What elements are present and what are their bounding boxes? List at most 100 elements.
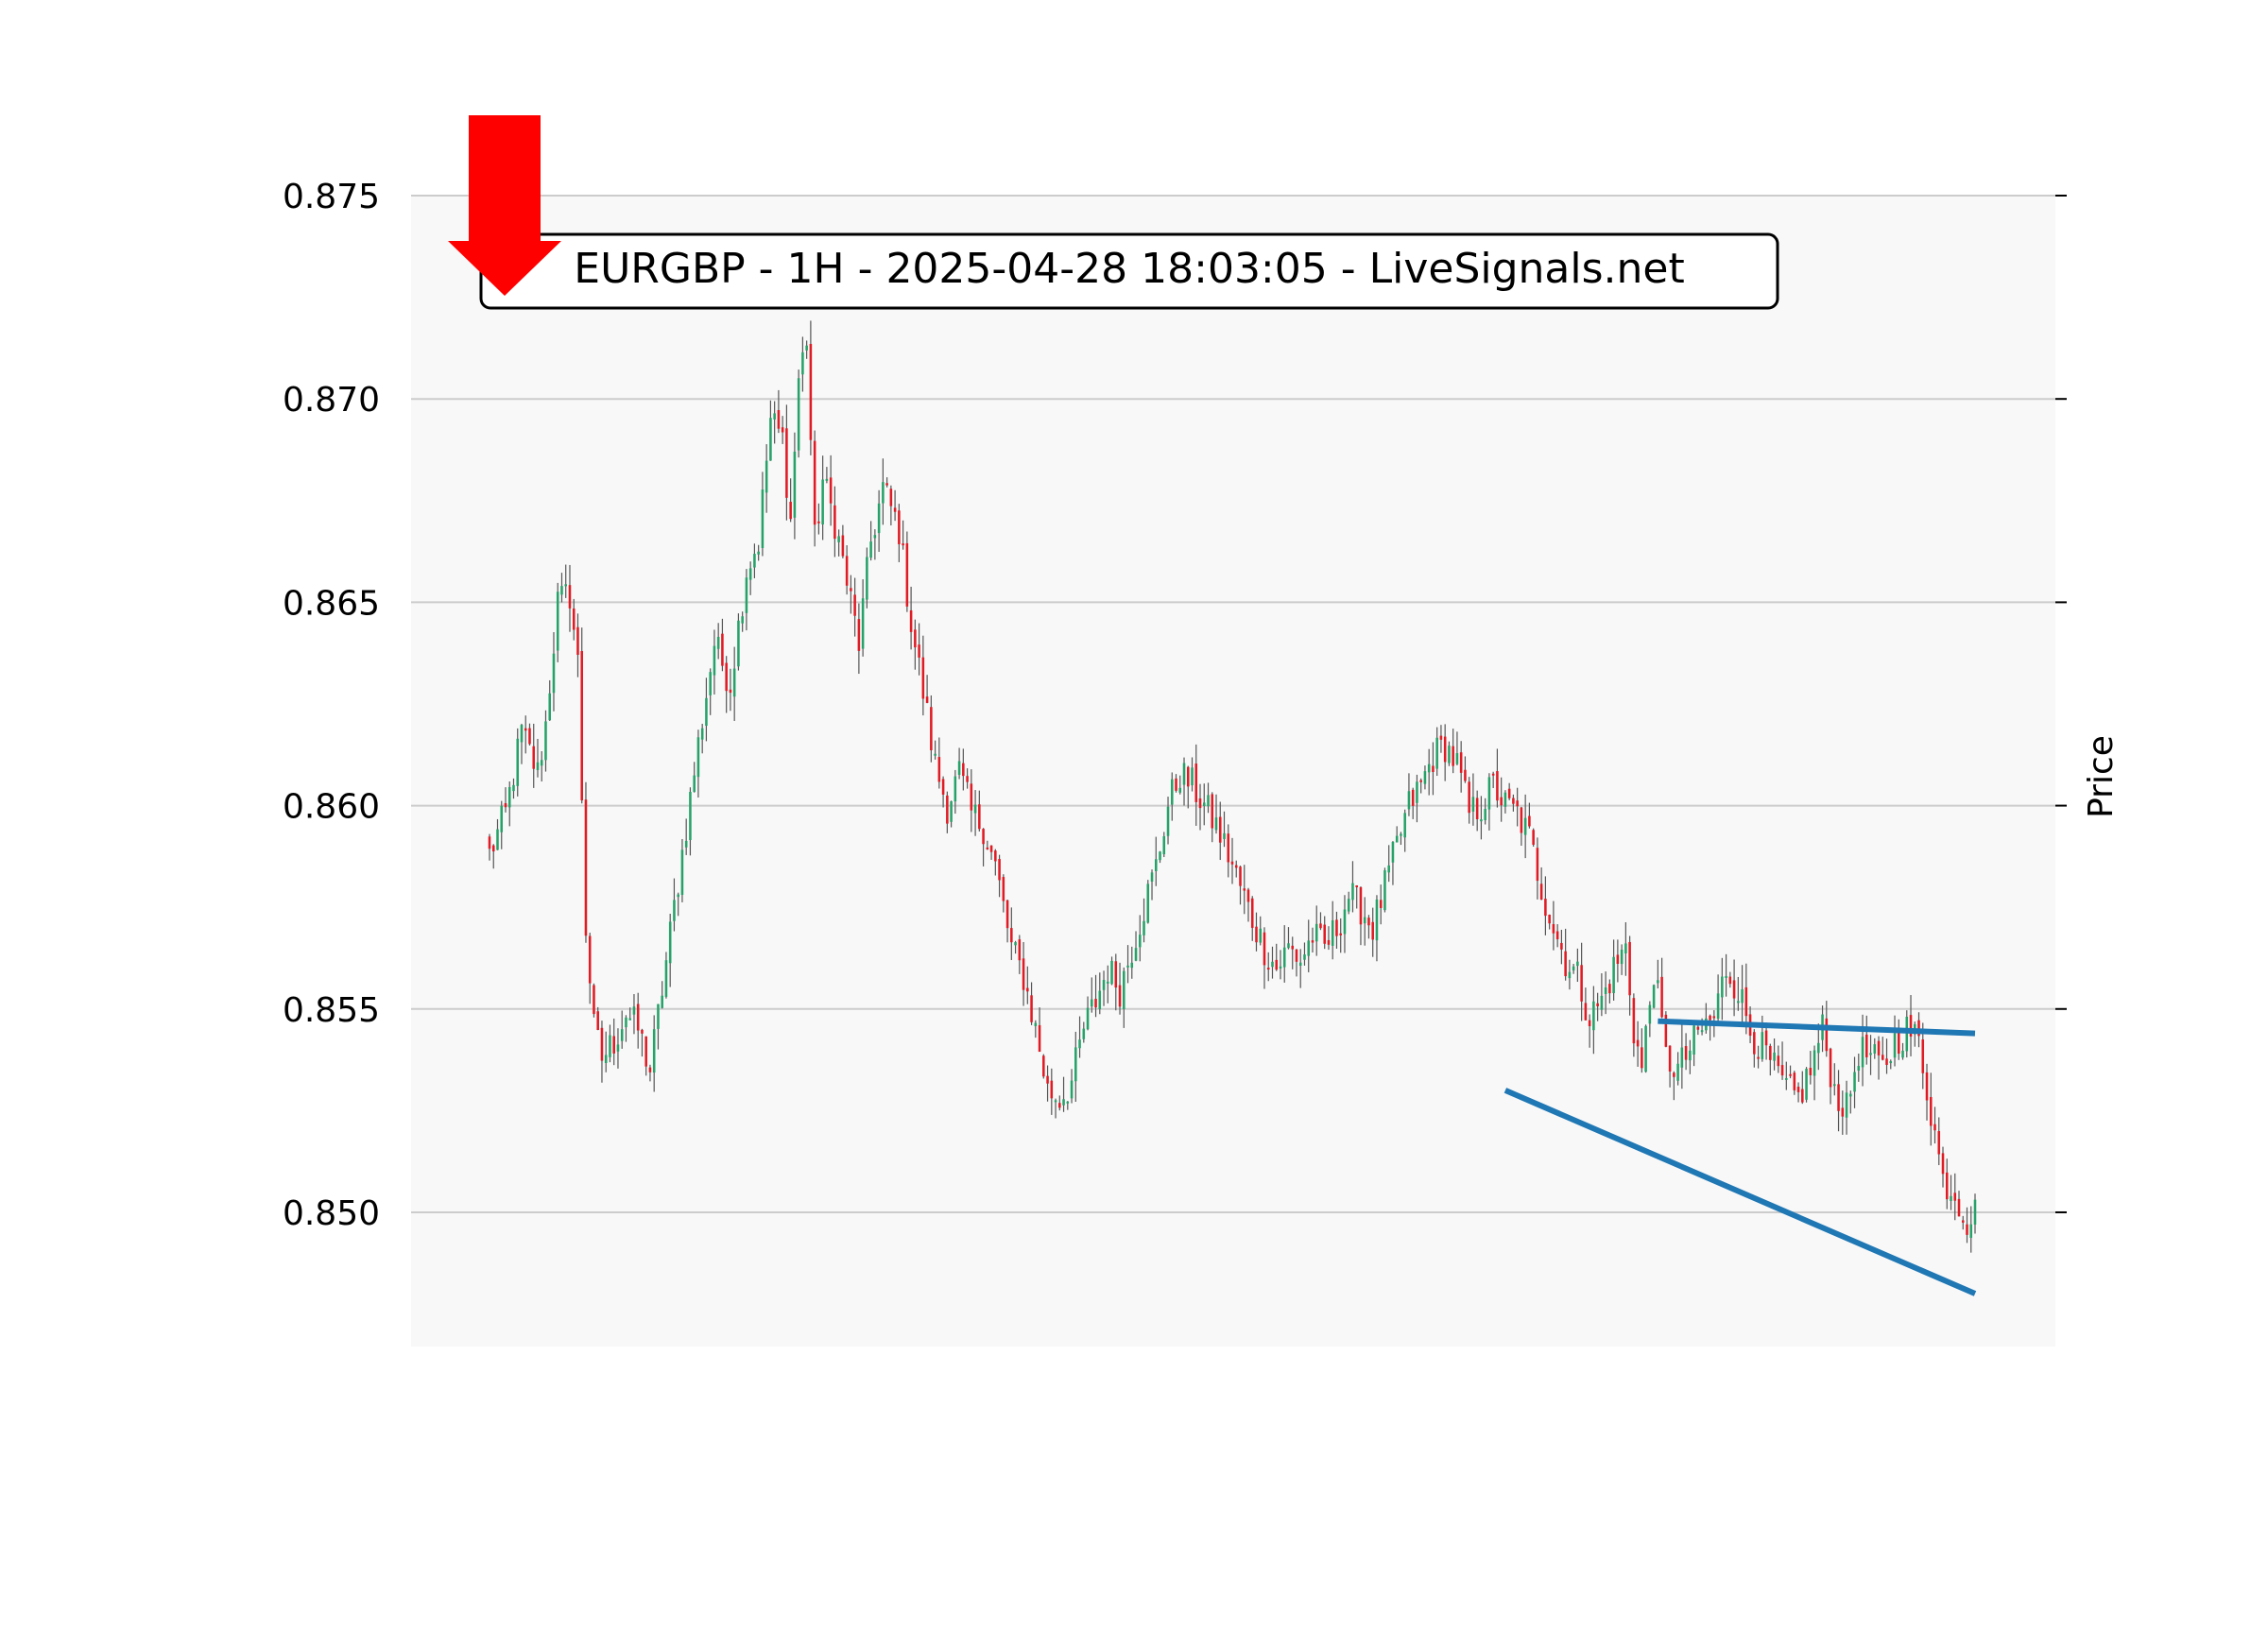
candle-body xyxy=(1881,1055,1884,1060)
y-tick-label: 0.850 xyxy=(283,1194,380,1233)
candle-body xyxy=(1194,764,1198,802)
candle-body xyxy=(1644,1025,1647,1072)
candle-body xyxy=(1544,899,1547,917)
candle-body xyxy=(1973,1199,1977,1225)
candle-body xyxy=(1323,924,1326,944)
candle-body xyxy=(657,1004,660,1029)
candle-body xyxy=(1130,962,1134,969)
candle-body xyxy=(877,503,881,534)
candle-body xyxy=(1632,998,1636,1044)
y-tick-label: 0.860 xyxy=(283,788,380,827)
candle-body xyxy=(1391,841,1395,863)
candle-body xyxy=(1367,918,1370,926)
candle-body xyxy=(873,535,877,539)
candle-body xyxy=(1487,777,1491,810)
candle-body xyxy=(898,510,901,544)
candle-body xyxy=(1969,1224,1973,1238)
candle-body xyxy=(1291,945,1295,950)
candle-body xyxy=(488,836,491,849)
y-axis: 0.850 0.855 0.860 0.865 0.870 0.875 xyxy=(283,178,2067,1233)
candle-body xyxy=(777,409,781,429)
candle-body xyxy=(1471,797,1475,812)
candle-body xyxy=(882,482,885,504)
candle-body xyxy=(765,460,768,493)
candle-body xyxy=(1223,832,1226,839)
candle-body xyxy=(970,783,973,811)
candle-body xyxy=(1211,794,1214,829)
candle-body xyxy=(507,786,511,808)
candle-body xyxy=(632,1006,636,1015)
candle-body xyxy=(500,805,504,832)
candle-body xyxy=(946,795,949,824)
candle-body xyxy=(1885,1058,1888,1065)
candle-body xyxy=(1941,1153,1945,1175)
candle-body xyxy=(1170,779,1174,805)
candle-body xyxy=(1311,940,1314,943)
candle-body xyxy=(1314,923,1318,942)
candle-body xyxy=(641,1029,644,1034)
candle-body xyxy=(661,995,663,1008)
candle-body xyxy=(1813,1050,1816,1076)
candle-body xyxy=(520,725,524,743)
candle-body xyxy=(664,960,668,997)
candle-body xyxy=(1933,1124,1936,1131)
candle-body xyxy=(773,413,776,420)
candle-body xyxy=(753,554,756,568)
candle-body xyxy=(1435,737,1438,769)
candle-body xyxy=(680,849,684,896)
candle-body xyxy=(1303,954,1306,960)
candle-body xyxy=(1600,995,1604,1010)
candle-body xyxy=(1548,915,1551,924)
candle-body xyxy=(572,608,576,630)
candle-body xyxy=(524,728,527,731)
candle-body xyxy=(937,757,941,782)
candle-body xyxy=(1893,1033,1897,1058)
candle-body xyxy=(564,584,567,587)
candle-body xyxy=(1126,965,1129,968)
candle-body xyxy=(1134,948,1138,961)
candle-body xyxy=(793,451,797,518)
candle-body xyxy=(998,859,1001,881)
candle-body xyxy=(741,616,744,624)
candle-body xyxy=(769,418,772,461)
candle-body xyxy=(721,633,724,666)
candle-body xyxy=(600,1027,604,1061)
candle-body xyxy=(1227,833,1230,863)
candle-body xyxy=(1455,753,1459,764)
candle-body xyxy=(1796,1087,1800,1092)
candle-body xyxy=(1287,943,1290,949)
candle-body xyxy=(1833,1084,1836,1087)
candle-body xyxy=(1383,870,1386,911)
candle-body xyxy=(841,535,845,557)
candle-body xyxy=(950,800,953,822)
candle-body xyxy=(1664,1014,1668,1047)
trendlines xyxy=(1503,1018,1977,1296)
candle-body xyxy=(1512,798,1515,804)
candle-body xyxy=(1953,1192,1957,1201)
candle-body xyxy=(1721,976,1724,998)
candle-body xyxy=(1520,807,1523,833)
candle-body xyxy=(1250,898,1254,928)
candle-body xyxy=(1676,1063,1679,1081)
candle-body xyxy=(1712,1016,1716,1019)
candle-body xyxy=(1005,900,1009,929)
candle-body xyxy=(1568,971,1572,979)
candle-body xyxy=(1387,865,1390,873)
candle-body xyxy=(925,696,929,703)
candle-body xyxy=(1098,990,1102,1009)
candle-body xyxy=(1459,752,1463,773)
candle-body xyxy=(1123,970,1125,1009)
candle-body xyxy=(556,592,559,651)
candle-body xyxy=(982,829,985,845)
candle-body xyxy=(1608,984,1611,994)
candle-body xyxy=(1873,1044,1877,1054)
y-axis-label: Price xyxy=(2082,735,2121,818)
candle-body xyxy=(1668,1045,1672,1072)
candle-body xyxy=(1889,1061,1893,1064)
candle-body xyxy=(1054,1100,1057,1103)
candle-body xyxy=(893,507,897,512)
candle-body xyxy=(1829,1048,1832,1088)
candle-body xyxy=(544,721,547,761)
candle-body xyxy=(1696,1026,1700,1030)
candle-body xyxy=(1921,1039,1925,1073)
